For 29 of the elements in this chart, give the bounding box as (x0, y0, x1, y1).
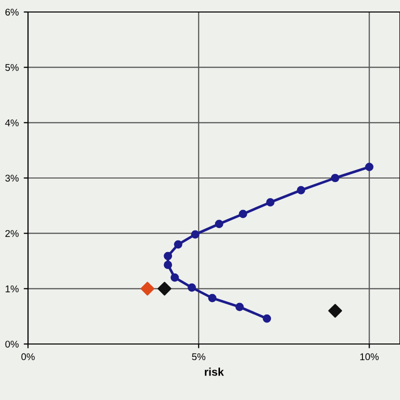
point (174, 240, 182, 249)
point (208, 294, 216, 302)
x-tick-label: 10% (360, 353, 379, 360)
y-tick-label: 1% (6, 285, 19, 292)
y-tick-label: 3% (5, 174, 19, 182)
x-tick-label: 0% (21, 353, 35, 360)
point (296, 186, 306, 194)
point (238, 210, 248, 218)
point (330, 174, 340, 182)
point (262, 314, 272, 323)
point (266, 198, 274, 207)
y-tick-label: 6% (5, 8, 19, 16)
x-tick-label: 5% (192, 353, 206, 360)
point (164, 260, 172, 270)
point (140, 282, 154, 296)
y-tick-label: 5% (5, 64, 19, 71)
y-tick-label: 4% (5, 119, 19, 126)
point (365, 162, 374, 172)
y-tick-label: 2% (5, 230, 19, 237)
point (164, 252, 172, 260)
point (191, 230, 200, 239)
point (170, 273, 179, 282)
point (158, 282, 172, 296)
y-tick-label: 0% (5, 340, 19, 348)
x-axis-title: risk (204, 368, 224, 376)
point (328, 304, 342, 318)
point (188, 283, 196, 292)
point (214, 220, 224, 228)
point (235, 302, 244, 312)
